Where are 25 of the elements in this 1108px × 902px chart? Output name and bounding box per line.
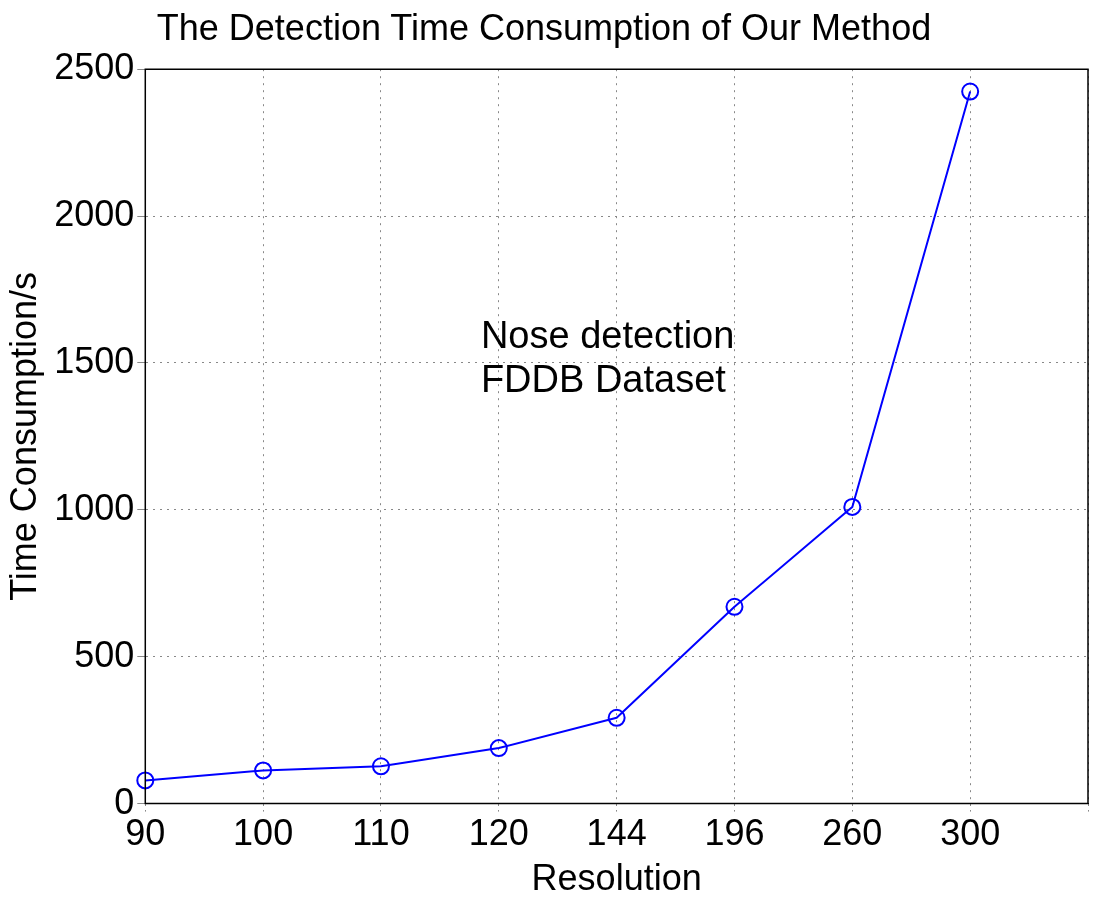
point <box>371 757 390 776</box>
x-tick-label: 100 <box>233 812 294 854</box>
y-tick-label: 2000 <box>54 193 135 234</box>
x-tick-label: 196 <box>704 812 765 854</box>
y-tick-label: 2500 <box>54 46 135 88</box>
point <box>254 761 273 780</box>
y-tick-label: 1500 <box>54 339 135 381</box>
point <box>961 82 980 101</box>
chart-title: The Detection Time Consumption of Our Method <box>156 6 932 48</box>
annotation: Nose detection <box>480 314 735 357</box>
point <box>136 771 155 790</box>
y-tick-label: 1000 <box>54 486 135 528</box>
x-tick-label: 260 <box>822 812 883 854</box>
x-tick-label: 144 <box>586 812 647 854</box>
point <box>725 597 744 616</box>
point <box>607 708 626 727</box>
x-axis-title: Resolution <box>531 857 702 899</box>
x-tick-label: 120 <box>468 812 529 854</box>
point <box>489 739 508 758</box>
annotation: FDDB Dataset <box>480 358 727 401</box>
x-tick-label: 110 <box>352 812 410 854</box>
x-tick-label: 300 <box>940 812 1001 854</box>
y-axis-title: Time Consumption/s <box>2 272 44 601</box>
point <box>843 497 862 516</box>
y-tick-label: 500 <box>74 633 135 675</box>
